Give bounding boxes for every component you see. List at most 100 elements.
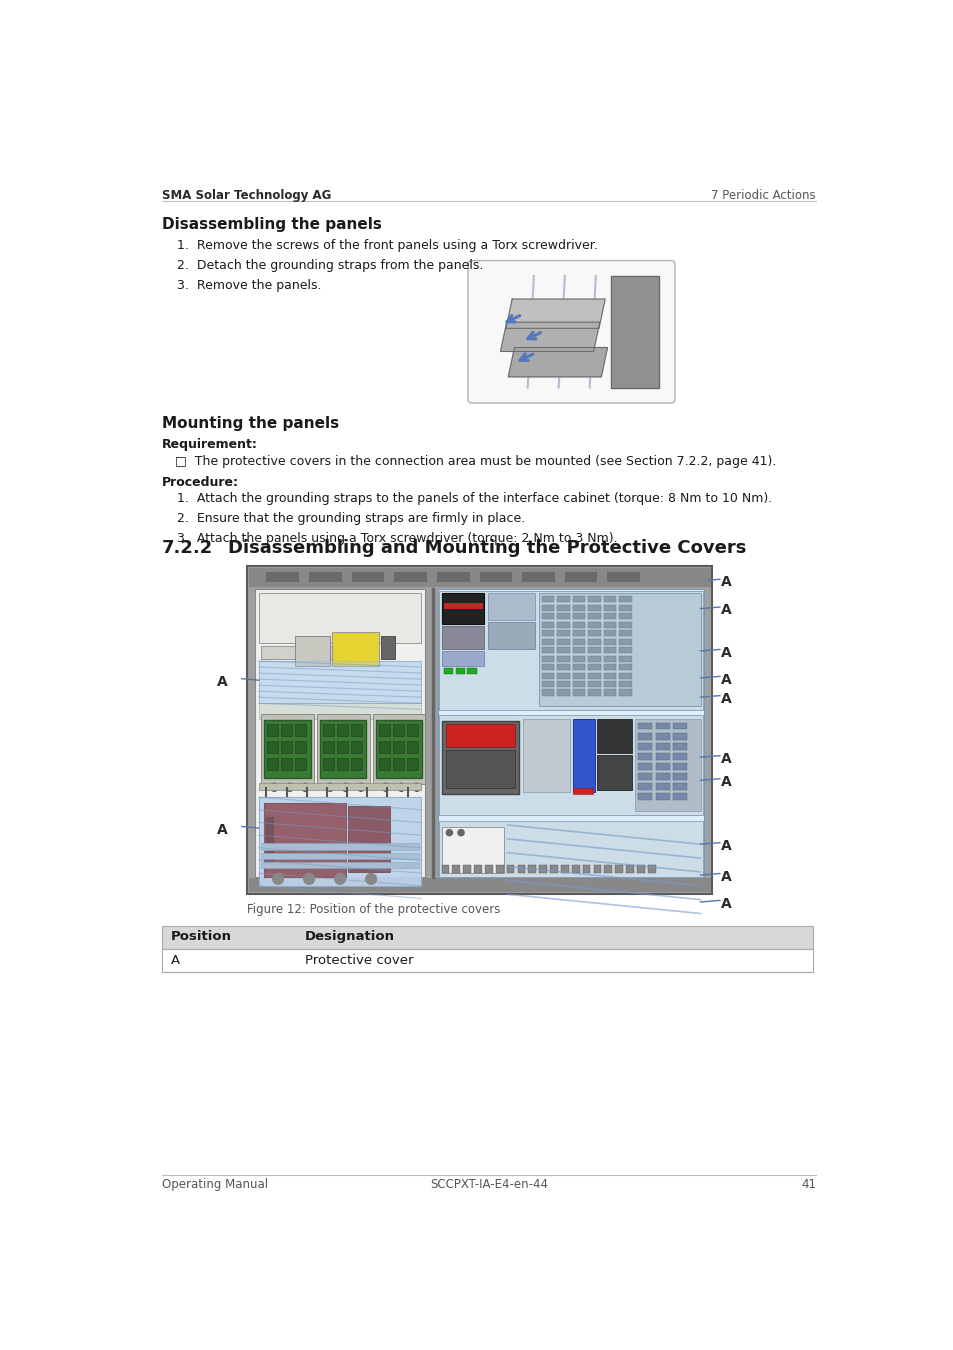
Bar xyxy=(351,741,361,753)
Bar xyxy=(587,656,599,662)
Bar xyxy=(541,672,554,679)
Text: A: A xyxy=(216,822,228,837)
Text: 41: 41 xyxy=(801,1179,815,1192)
Bar xyxy=(557,605,569,612)
Bar xyxy=(587,672,599,679)
Bar xyxy=(560,865,568,872)
Bar xyxy=(441,626,484,649)
Circle shape xyxy=(286,783,294,791)
Bar xyxy=(572,672,584,679)
Bar xyxy=(587,622,599,628)
Text: Requirement:: Requirement: xyxy=(162,437,257,451)
Bar xyxy=(463,865,471,872)
Bar xyxy=(587,664,599,670)
Text: □  The protective covers in the connection area must be mounted (see Section 7.2: □ The protective covers in the connectio… xyxy=(174,455,776,467)
Bar xyxy=(587,613,599,620)
Bar xyxy=(557,639,569,645)
Bar xyxy=(557,656,569,662)
Circle shape xyxy=(457,830,464,836)
Circle shape xyxy=(365,873,376,884)
Bar xyxy=(441,721,518,794)
Bar xyxy=(638,733,652,740)
Bar xyxy=(618,630,631,636)
Bar xyxy=(439,821,702,876)
Circle shape xyxy=(397,783,405,791)
Bar xyxy=(672,752,686,760)
Bar xyxy=(587,680,599,687)
Bar xyxy=(655,763,669,769)
Bar xyxy=(541,647,554,653)
Bar xyxy=(637,865,644,872)
Circle shape xyxy=(326,783,334,791)
Bar xyxy=(528,865,536,872)
Bar xyxy=(443,668,453,674)
Text: A: A xyxy=(720,896,731,911)
Text: Operating Manual: Operating Manual xyxy=(162,1179,268,1192)
Bar xyxy=(258,593,421,643)
Bar xyxy=(603,605,616,612)
Bar xyxy=(261,645,307,659)
Bar xyxy=(541,680,554,687)
Bar xyxy=(249,568,710,587)
Bar xyxy=(323,757,334,771)
Bar xyxy=(267,757,278,771)
Bar xyxy=(373,714,425,784)
Text: A: A xyxy=(720,838,731,853)
Bar xyxy=(479,571,512,582)
Bar xyxy=(557,613,569,620)
Circle shape xyxy=(303,873,314,884)
Bar xyxy=(488,593,534,620)
Bar xyxy=(378,757,390,771)
Bar xyxy=(618,664,631,670)
Bar xyxy=(406,741,417,753)
Circle shape xyxy=(356,783,365,791)
Bar xyxy=(557,690,569,695)
Bar xyxy=(603,656,616,662)
Bar xyxy=(162,949,812,972)
Bar xyxy=(541,613,554,620)
Text: A: A xyxy=(720,575,731,590)
Circle shape xyxy=(270,783,278,791)
Circle shape xyxy=(273,873,283,884)
Bar xyxy=(618,639,631,645)
Circle shape xyxy=(413,783,420,791)
Bar xyxy=(258,703,421,718)
Text: Position: Position xyxy=(171,930,232,944)
Bar xyxy=(550,865,558,872)
Circle shape xyxy=(381,783,390,791)
Bar xyxy=(264,803,345,876)
Bar xyxy=(261,714,314,784)
Text: A: A xyxy=(720,775,731,788)
Bar xyxy=(281,757,292,771)
Bar xyxy=(351,724,361,736)
Bar xyxy=(638,752,652,760)
Bar xyxy=(587,597,599,602)
Circle shape xyxy=(335,873,345,884)
Bar xyxy=(603,622,616,628)
Bar xyxy=(596,718,631,753)
Bar xyxy=(638,722,652,729)
Bar xyxy=(323,741,334,753)
Bar xyxy=(506,865,514,872)
Bar xyxy=(672,722,686,729)
Text: A: A xyxy=(216,675,228,688)
Bar xyxy=(323,724,334,736)
Bar xyxy=(378,724,390,736)
Bar xyxy=(635,718,700,811)
Bar xyxy=(439,716,702,815)
Bar xyxy=(571,865,579,872)
Bar xyxy=(603,597,616,602)
Circle shape xyxy=(341,783,349,791)
Bar xyxy=(603,639,616,645)
Bar xyxy=(281,724,292,736)
Text: Disassembling and Mounting the Protective Covers: Disassembling and Mounting the Protectiv… xyxy=(228,539,745,558)
Circle shape xyxy=(301,783,309,791)
Text: Designation: Designation xyxy=(305,930,395,944)
Bar xyxy=(655,733,669,740)
Bar xyxy=(441,651,484,667)
Polygon shape xyxy=(611,275,659,387)
Bar xyxy=(406,724,417,736)
Text: Protective cover: Protective cover xyxy=(305,953,414,967)
Text: 3.  Attach the panels using a Torx screwdriver (torque: 2 Nm to 3 Nm).: 3. Attach the panels using a Torx screwd… xyxy=(177,532,618,544)
Bar xyxy=(573,718,595,792)
